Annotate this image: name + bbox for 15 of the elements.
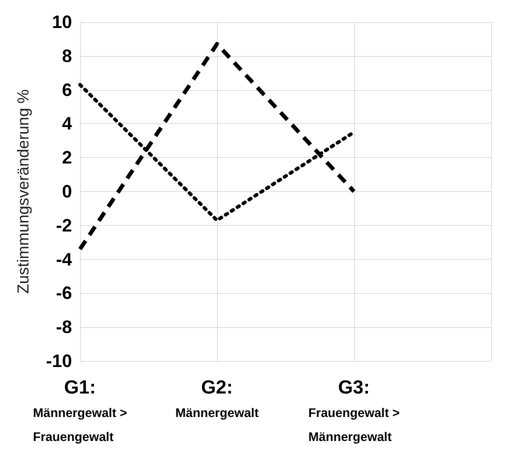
y-tick-label: -10	[46, 351, 72, 371]
y-tick-label: 6	[62, 80, 72, 100]
y-axis-title: Zustimmungsveränderung %	[16, 89, 32, 294]
x-tick-label: G3: Frauengewalt > Männergewalt	[308, 378, 400, 444]
x-tick-label: G2: Männergewalt	[175, 378, 260, 420]
y-tick-label: -2	[56, 215, 72, 236]
y-tick-label: -6	[56, 283, 72, 304]
y-tick-label: -8	[56, 317, 72, 338]
y-tick-label: 8	[62, 46, 72, 66]
y-tick-label: 10	[52, 12, 72, 32]
x-tick-label: G1: Männergewalt > Frauengewalt	[32, 378, 128, 444]
y-tick-label: 2	[62, 148, 72, 168]
y-tick-label: 4	[62, 114, 72, 134]
y-tick-label: -4	[56, 249, 72, 270]
y-tick-label: 0	[62, 182, 72, 202]
